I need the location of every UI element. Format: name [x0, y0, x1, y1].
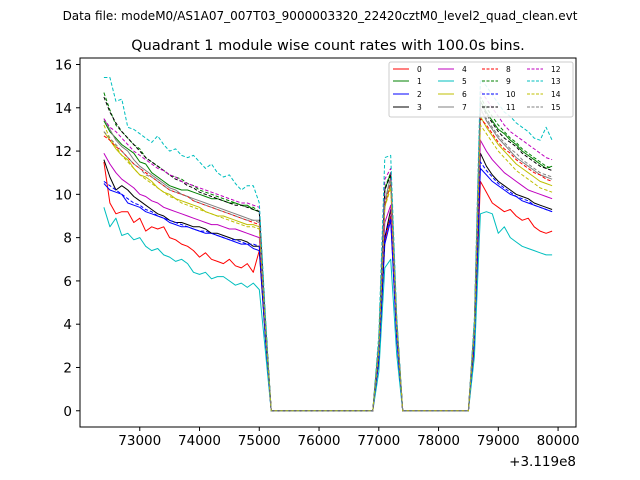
- legend-label: 10: [506, 90, 516, 99]
- series-layer: [103, 77, 553, 412]
- x-tick-label: 74000: [178, 433, 221, 449]
- legend-item-12: 12: [527, 65, 561, 74]
- x-tick-label: 75000: [238, 433, 281, 449]
- legend-item-14: 14: [527, 90, 561, 99]
- legend-frame: [388, 61, 574, 118]
- y-tick-label: 0: [63, 404, 72, 420]
- legend-label: 3: [417, 103, 422, 112]
- legend-item-15: 15: [527, 103, 561, 112]
- series-line-15: [103, 109, 553, 412]
- chart-suptitle: Data file: modeM0/AS1A07_007T03_90000033…: [63, 9, 578, 23]
- x-tick-label: 79000: [477, 433, 520, 449]
- y-tick-label: 16: [55, 57, 72, 73]
- x-tick-label: 76000: [298, 433, 341, 449]
- y-tick-label: 6: [63, 274, 72, 290]
- chart-title: Quadrant 1 module wise count rates with …: [131, 38, 525, 54]
- legend-label: 11: [506, 103, 516, 112]
- y-tick-label: 12: [55, 144, 72, 160]
- legend-label: 6: [462, 90, 467, 99]
- legend-item-3: 3: [393, 103, 422, 112]
- legend-item-10: 10: [482, 90, 516, 99]
- legend-item-9: 9: [482, 77, 511, 86]
- plot-area: [79, 57, 577, 428]
- legend-label: 12: [551, 65, 561, 74]
- legend-label: 9: [506, 77, 511, 86]
- legend-item-7: 7: [438, 103, 467, 112]
- legend-item-8: 8: [482, 65, 511, 74]
- legend-label: 2: [417, 90, 422, 99]
- legend-label: 13: [551, 77, 561, 86]
- legend-label: 0: [417, 65, 422, 74]
- series-line-13: [103, 77, 553, 412]
- x-axis: 73000 74000 75000 76000 77000 78000 79000 80000: [118, 427, 580, 449]
- legend-item-2: 2: [393, 90, 422, 99]
- legend-item-13: 13: [527, 77, 561, 86]
- x-offset-label: +3.119e8: [509, 454, 576, 470]
- legend-label: 14: [551, 90, 561, 99]
- x-tick-label: 73000: [118, 433, 161, 449]
- legend-label: 1: [417, 77, 422, 86]
- x-tick-label: 80000: [537, 433, 580, 449]
- legend-label: 5: [462, 77, 467, 86]
- y-axis: 0 2 4 6 8 10 12 14 16: [55, 57, 80, 420]
- legend-item-0: 0: [393, 65, 422, 74]
- y-tick-label: 14: [55, 101, 72, 117]
- y-tick-label: 10: [55, 187, 72, 203]
- axes-background: [80, 58, 576, 427]
- legend-item-5: 5: [438, 77, 467, 86]
- legend-label: 8: [506, 65, 511, 74]
- legend-item-6: 6: [438, 90, 467, 99]
- x-tick-label: 78000: [417, 433, 460, 449]
- legend-label: 15: [551, 103, 561, 112]
- y-tick-label: 8: [63, 231, 72, 247]
- legend-label: 7: [462, 103, 467, 112]
- legend-label: 4: [462, 65, 467, 74]
- x-tick-label: 77000: [357, 433, 400, 449]
- y-tick-label: 4: [63, 317, 72, 333]
- legend-item-11: 11: [482, 103, 516, 112]
- legend-item-1: 1: [393, 77, 422, 86]
- axes-frame: [79, 57, 577, 428]
- y-tick-label: 2: [63, 360, 72, 376]
- legend-item-4: 4: [438, 65, 467, 74]
